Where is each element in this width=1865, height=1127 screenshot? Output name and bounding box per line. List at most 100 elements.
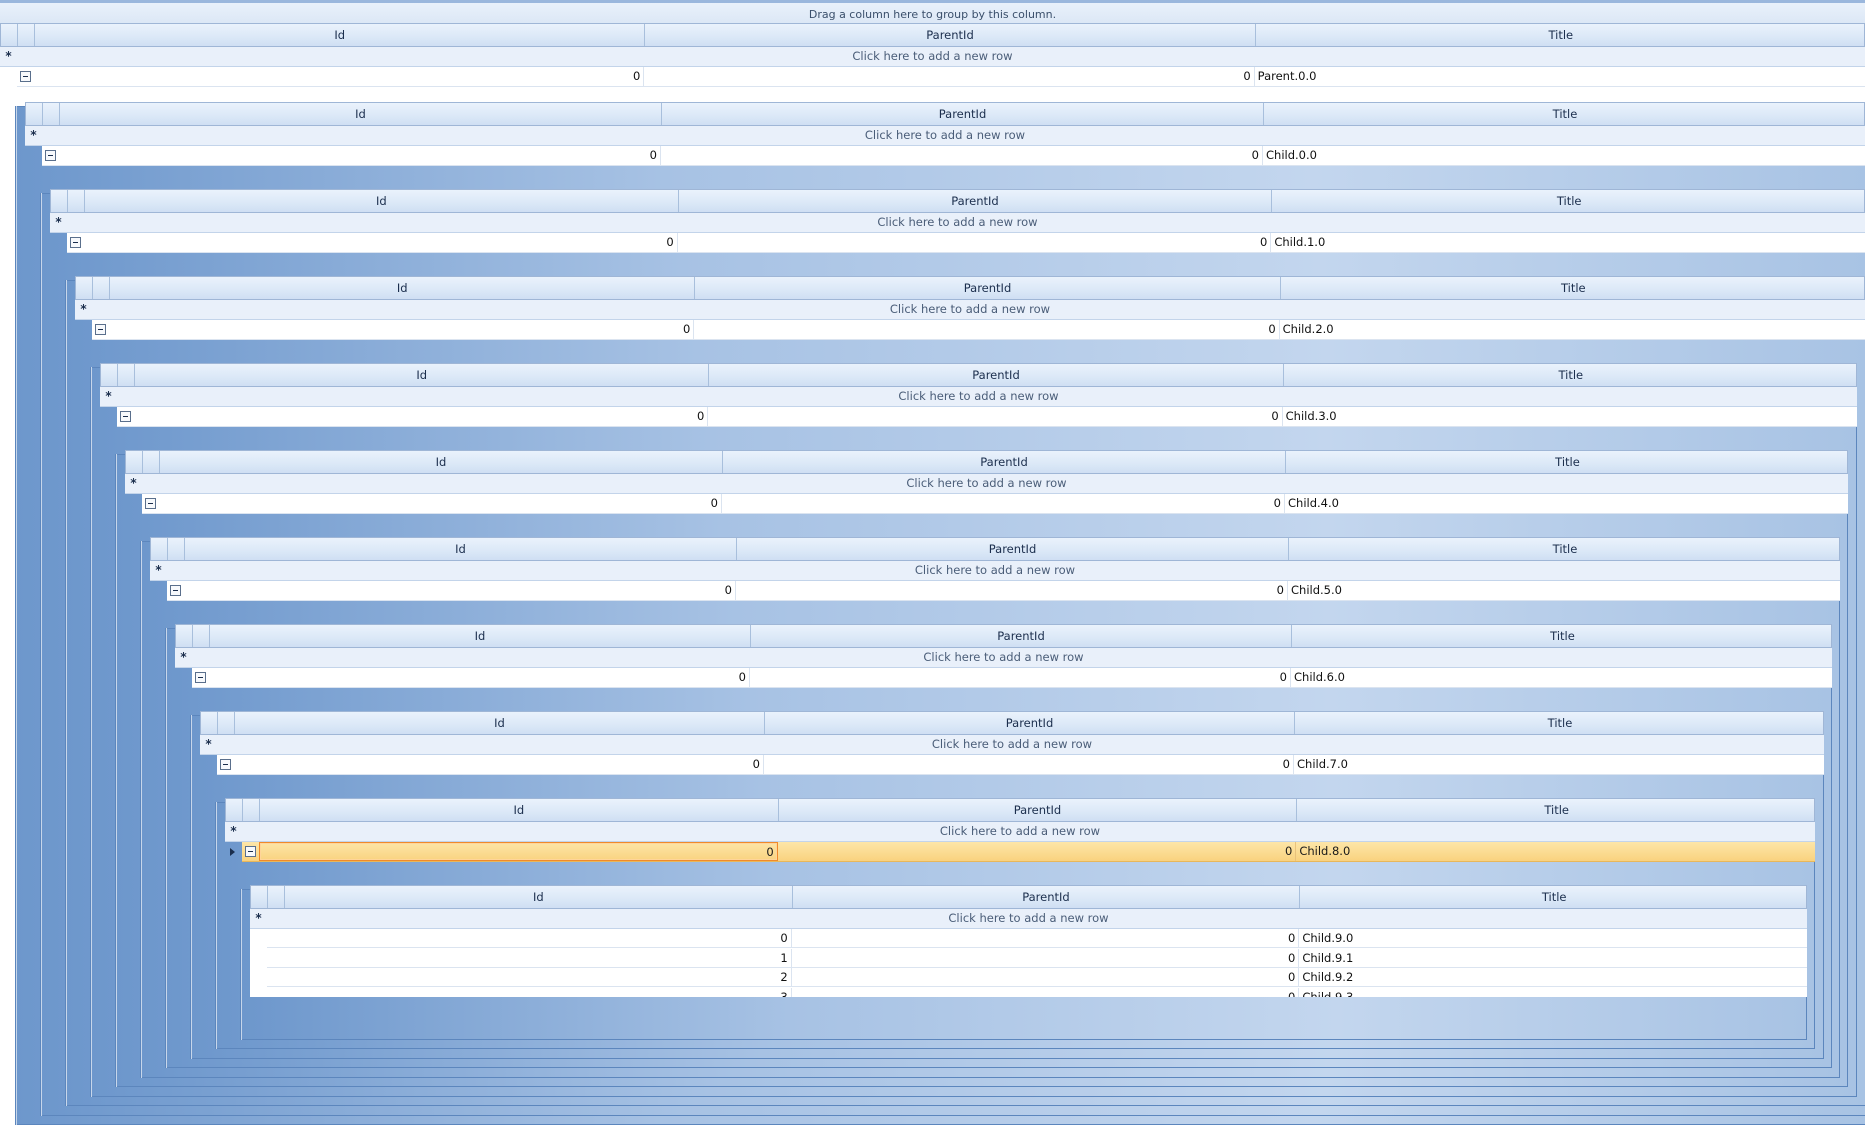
- cell-id[interactable]: 0: [259, 842, 778, 861]
- cell-title[interactable]: Child.9.3: [1302, 989, 1354, 998]
- cell-id[interactable]: 0: [34, 67, 645, 86]
- cell-id[interactable]: 0: [59, 146, 661, 165]
- cell-title[interactable]: Child.2.0: [1282, 322, 1334, 336]
- cell-parentid[interactable]: 0: [694, 320, 1280, 339]
- column-header-title[interactable]: Title: [1552, 107, 1578, 121]
- cell-title[interactable]: Child.7.0: [1297, 757, 1348, 771]
- column-header-id[interactable]: Id: [285, 886, 793, 908]
- table-row[interactable]: 0 0 Child.9.0: [267, 929, 1807, 948]
- cell-title[interactable]: Child.0.0: [1266, 148, 1317, 162]
- add-new-row[interactable]: * Click here to add a new row: [100, 387, 1857, 407]
- cell-parentid[interactable]: 0: [792, 929, 1300, 947]
- add-new-row[interactable]: * Click here to add a new row: [250, 909, 1807, 929]
- column-header-title[interactable]: Title: [1547, 716, 1573, 730]
- collapse-icon[interactable]: [70, 237, 81, 248]
- cell-title[interactable]: Child.8.0: [1299, 844, 1351, 858]
- cell-parentid[interactable]: 0: [792, 987, 1300, 997]
- column-header-id[interactable]: Id: [135, 364, 710, 386]
- column-header-title[interactable]: Title: [1555, 455, 1580, 469]
- cell-parentid[interactable]: 0: [708, 407, 1283, 426]
- collapse-icon[interactable]: [45, 150, 56, 161]
- group-panel[interactable]: Drag a column here to group by this colu…: [0, 0, 1865, 27]
- column-header-parentid[interactable]: ParentId: [723, 451, 1286, 473]
- add-new-row[interactable]: * Click here to add a new row: [50, 213, 1865, 233]
- cell-title[interactable]: Child.9.1: [1302, 950, 1354, 965]
- column-header-id[interactable]: Id: [235, 712, 765, 734]
- table-row[interactable]: 0 0 Child.6.0: [192, 668, 1832, 688]
- cell-parentid[interactable]: 0: [661, 146, 1263, 165]
- cell-id[interactable]: 0: [184, 581, 736, 600]
- column-header-parentid[interactable]: ParentId: [695, 277, 1281, 299]
- cell-title[interactable]: Child.5.0: [1291, 583, 1342, 597]
- column-header-id[interactable]: Id: [85, 190, 679, 212]
- collapse-icon[interactable]: [220, 759, 231, 770]
- column-header-id[interactable]: Id: [160, 451, 723, 473]
- cell-id[interactable]: 0: [134, 407, 709, 426]
- table-row[interactable]: 2 0 Child.9.2: [267, 968, 1807, 987]
- cell-title[interactable]: Parent.0.0: [1257, 69, 1317, 83]
- cell-parentid[interactable]: 0: [722, 494, 1285, 513]
- column-header-id[interactable]: Id: [35, 24, 646, 46]
- collapse-icon[interactable]: [20, 71, 31, 82]
- cell-title[interactable]: Child.3.0: [1285, 409, 1337, 423]
- cell-id[interactable]: 0: [209, 668, 750, 687]
- cell-id[interactable]: 0: [109, 320, 695, 339]
- add-new-row[interactable]: * Click here to add a new row: [75, 300, 1865, 320]
- column-header-parentid[interactable]: ParentId: [737, 538, 1289, 560]
- cell-id[interactable]: 0: [84, 233, 678, 252]
- column-header-parentid[interactable]: ParentId: [765, 712, 1295, 734]
- table-row[interactable]: 0 0 Child.8.0: [242, 842, 1815, 862]
- column-header-id[interactable]: Id: [260, 799, 779, 821]
- cell-id[interactable]: 1: [284, 948, 792, 967]
- add-new-row[interactable]: * Click here to add a new row: [125, 474, 1848, 494]
- column-header-parentid[interactable]: ParentId: [645, 24, 1256, 46]
- column-header-title[interactable]: Title: [1548, 28, 1574, 42]
- cell-title[interactable]: Child.9.0: [1302, 931, 1354, 945]
- table-row[interactable]: 1 0 Child.9.1: [267, 948, 1807, 968]
- column-header-parentid[interactable]: ParentId: [662, 103, 1264, 125]
- cell-id[interactable]: 0: [159, 494, 722, 513]
- column-header-title[interactable]: Title: [1552, 542, 1578, 556]
- column-header-id[interactable]: Id: [60, 103, 662, 125]
- column-header-parentid[interactable]: ParentId: [751, 625, 1292, 647]
- column-header-id[interactable]: Id: [185, 538, 737, 560]
- column-header-title[interactable]: Title: [1550, 629, 1575, 643]
- cell-id[interactable]: 0: [284, 929, 792, 947]
- column-header-parentid[interactable]: ParentId: [709, 364, 1284, 386]
- cell-parentid[interactable]: 0: [750, 668, 1291, 687]
- cell-parentid[interactable]: 0: [764, 755, 1294, 774]
- cell-id[interactable]: 2: [284, 968, 792, 986]
- cell-parentid[interactable]: 0: [644, 67, 1255, 86]
- table-row[interactable]: 0 0 Child.3.0: [117, 407, 1857, 427]
- column-header-parentid[interactable]: ParentId: [779, 799, 1298, 821]
- collapse-icon[interactable]: [120, 411, 131, 422]
- cell-title[interactable]: Child.4.0: [1288, 496, 1339, 510]
- cell-id[interactable]: 3: [284, 987, 792, 997]
- column-header-title[interactable]: Title: [1556, 194, 1582, 208]
- cell-title[interactable]: Child.6.0: [1294, 670, 1345, 684]
- add-new-row[interactable]: * Click here to add a new row: [175, 648, 1832, 668]
- table-row[interactable]: 0 0 Child.4.0: [142, 494, 1848, 514]
- collapse-icon[interactable]: [245, 846, 256, 857]
- collapse-icon[interactable]: [95, 324, 106, 335]
- add-new-row[interactable]: * Click here to add a new row: [150, 561, 1840, 581]
- cell-parentid[interactable]: 0: [736, 581, 1288, 600]
- column-header-id[interactable]: Id: [210, 625, 751, 647]
- column-header-id[interactable]: Id: [110, 277, 696, 299]
- cell-title[interactable]: Child.9.2: [1302, 970, 1354, 984]
- cell-parentid[interactable]: 0: [792, 948, 1300, 967]
- collapse-icon[interactable]: [170, 585, 181, 596]
- cell-parentid[interactable]: 0: [778, 842, 1297, 861]
- table-row[interactable]: 0 0 Child.0.0: [42, 146, 1865, 166]
- table-row[interactable]: 0 0 Child.2.0: [92, 320, 1865, 340]
- table-row[interactable]: 0 0 Child.5.0: [167, 581, 1840, 601]
- cell-parentid[interactable]: 0: [792, 968, 1300, 986]
- table-row[interactable]: 0 0 Child.1.0: [67, 233, 1865, 253]
- add-new-row[interactable]: * Click here to add a new row: [200, 735, 1824, 755]
- column-header-title[interactable]: Title: [1558, 368, 1584, 382]
- column-header-title[interactable]: Title: [1560, 281, 1586, 295]
- cell-id[interactable]: 0: [234, 755, 764, 774]
- cell-parentid[interactable]: 0: [678, 233, 1272, 252]
- collapse-icon[interactable]: [195, 672, 206, 683]
- cell-title[interactable]: Child.1.0: [1274, 235, 1326, 249]
